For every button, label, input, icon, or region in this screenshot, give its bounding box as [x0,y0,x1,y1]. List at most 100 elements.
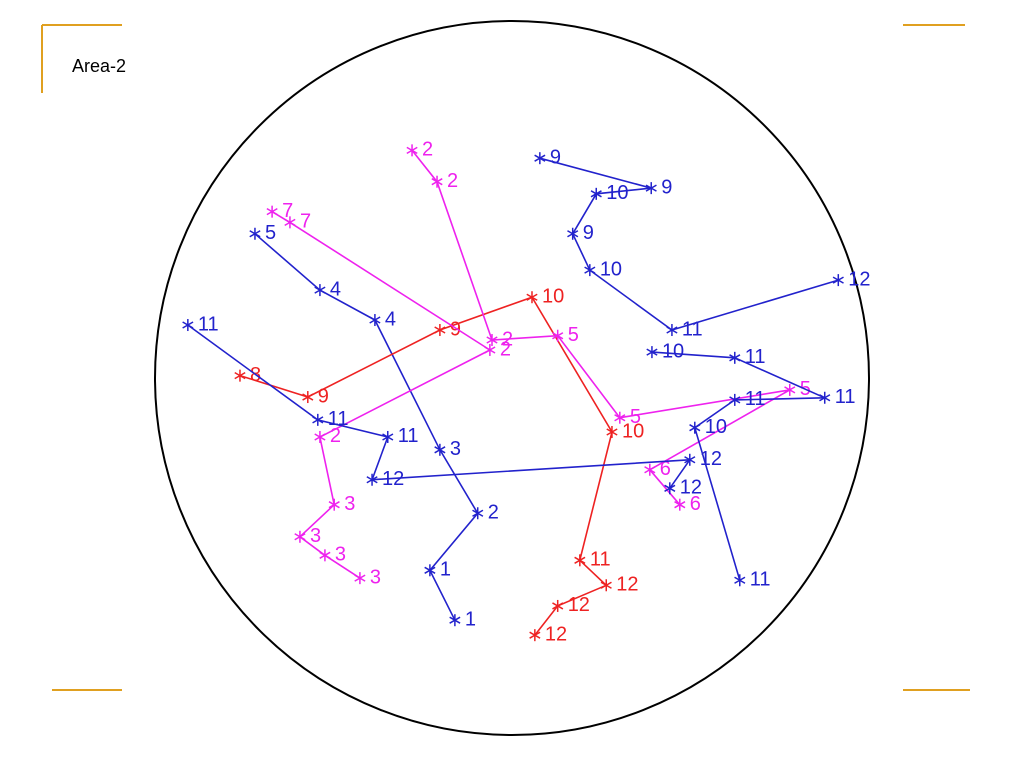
point-label: 3 [344,493,355,515]
point-label: 6 [660,458,671,480]
asterisk-stroke [832,276,844,284]
point-label: 1 [465,608,476,630]
asterisk-stroke [486,336,498,344]
asterisk-stroke [689,424,701,432]
track-point [431,175,443,188]
point-label: 4 [385,308,396,330]
point-label: 11 [398,425,419,447]
point-label: 2 [330,425,341,447]
track-line [187,324,692,489]
point-label: 2 [488,502,499,524]
track-point [534,152,546,165]
point-label: 10 [622,420,644,442]
track-point [328,498,340,511]
track-point [552,329,564,342]
point-label: 10 [542,285,564,307]
point-label: 11 [835,386,856,408]
track-point [302,391,314,404]
asterisk-stroke [646,348,658,356]
asterisk-stroke [312,416,324,424]
point-label: 9 [318,385,329,407]
asterisk-stroke [472,509,484,517]
track-point [449,614,461,627]
track-point [284,216,296,229]
asterisk-stroke [590,190,602,198]
asterisk-stroke [552,332,564,340]
track-point [600,579,612,592]
track-point [664,482,676,495]
track-point [484,343,496,356]
point-label: 2 [447,170,458,192]
point-label: 11 [750,569,771,591]
track-point [644,463,656,476]
point-label: 7 [282,200,293,222]
track-point [646,346,658,359]
asterisk-stroke [552,602,564,610]
point-label: 11 [682,318,703,340]
asterisk-stroke [434,446,446,454]
asterisk-stroke [567,230,579,238]
point-label: 6 [690,493,701,515]
point-label: 11 [745,388,766,410]
track-point [819,391,831,404]
corner-decor [41,24,970,691]
track-point [734,574,746,587]
track-point [294,530,306,543]
track-point [406,144,418,157]
asterisk-stroke [314,433,326,441]
track-point [689,421,701,434]
track-point [366,473,378,486]
asterisk-stroke [664,484,676,492]
asterisk-stroke [644,466,656,474]
asterisk-stroke [284,218,296,227]
asterisk-stroke [249,230,261,238]
asterisk-stroke [784,386,796,394]
track-point [590,187,602,200]
asterisk-stroke [729,396,741,404]
asterisk-stroke [606,428,618,436]
asterisk-stroke [674,501,686,509]
point-label: 5 [265,222,276,244]
asterisk-stroke [434,326,446,334]
point-label: 9 [661,176,672,198]
point-label: 12 [680,477,702,499]
point-label: 12 [545,623,567,645]
track-point [729,393,741,406]
point-label: 11 [745,346,766,368]
track-point [472,507,484,520]
track-point [729,351,741,364]
track-point [614,411,626,424]
track-point [674,498,686,511]
point-label: 12 [616,574,638,596]
asterisk-stroke [684,456,696,464]
track-point [645,182,657,195]
asterisk-stroke [449,616,461,624]
asterisk-stroke [369,316,381,324]
area-circle [154,20,870,736]
asterisk-stroke [729,354,741,362]
track-point [314,284,326,297]
asterisk-stroke [294,533,306,541]
point-label: 10 [705,416,727,438]
point-label: 5 [630,406,641,428]
track-line [651,351,826,581]
asterisk-stroke [526,293,538,301]
point-label: 9 [450,318,461,340]
point-label: 10 [600,258,622,280]
point-label: 3 [370,566,381,588]
point-label: 10 [662,340,684,362]
track-point [486,333,498,346]
point-label: 9 [550,146,561,168]
asterisk-stroke [645,184,657,192]
point-label: 2 [422,139,433,161]
track-point [832,274,844,287]
track-line [239,296,613,636]
asterisk-stroke [266,208,278,216]
track-point [574,554,586,567]
point-label: 11 [328,408,349,430]
point-label: 12 [700,448,722,470]
asterisk-stroke [424,566,436,574]
track-line [539,157,839,331]
